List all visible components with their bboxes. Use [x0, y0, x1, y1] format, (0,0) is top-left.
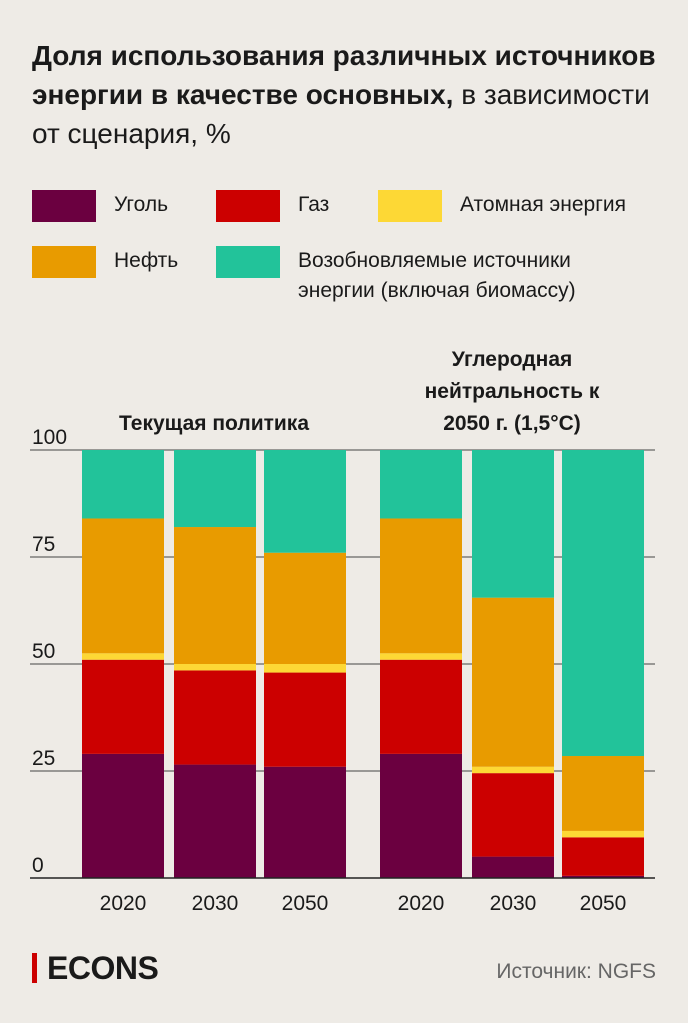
- bar-segment: [82, 450, 164, 519]
- bar-segment: [174, 450, 256, 528]
- bar-segment: [380, 518, 462, 654]
- bar-segment: [264, 552, 346, 664]
- x-tick-label: 2050: [282, 892, 329, 915]
- legend-item: Возобновляемые источники энергии (включа…: [216, 246, 616, 306]
- group-label: Углеродная нейтральность к 2050 г. (1,5°…: [424, 348, 600, 435]
- x-tick-label: 2020: [100, 892, 147, 915]
- legend-item: Нефть: [32, 246, 292, 278]
- bar-segment: [174, 764, 256, 878]
- x-tick-label: 2030: [192, 892, 239, 915]
- bar-segment: [264, 664, 346, 673]
- bar-segment: [380, 653, 462, 660]
- legend-label: Газ: [298, 193, 330, 216]
- bar-segment: [562, 837, 644, 876]
- bar-segment: [264, 766, 346, 878]
- legend-item: Атомная энергия: [378, 190, 678, 222]
- x-tick-label: 2030: [490, 892, 537, 915]
- bar-segment: [82, 518, 164, 654]
- legend-item: Уголь: [32, 190, 292, 222]
- legend-label: Возобновляемые источники энергии (включа…: [298, 249, 576, 302]
- x-tick-label: 2050: [580, 892, 627, 915]
- y-tick-label: 50: [32, 640, 55, 663]
- legend-swatch: [32, 190, 96, 222]
- bar-segment: [562, 450, 644, 757]
- bar-segment: [472, 773, 554, 857]
- y-tick-label: 75: [32, 533, 55, 556]
- bar-segment: [82, 653, 164, 660]
- bar-segment: [472, 856, 554, 878]
- legend-swatch: [216, 246, 280, 278]
- bar-segment: [264, 450, 346, 553]
- legend-label: Атомная энергия: [460, 193, 626, 216]
- bar-segment: [472, 766, 554, 774]
- legend-swatch: [32, 246, 96, 278]
- bar-segment: [380, 659, 462, 754]
- group-label: Текущая политика: [118, 412, 309, 435]
- y-tick-label: 0: [32, 854, 44, 877]
- bar-segment: [562, 756, 644, 831]
- logo: ECONS: [32, 950, 159, 987]
- legend-swatch: [378, 190, 442, 222]
- title: Доля использования различных источников …: [32, 36, 672, 153]
- bar-segment: [82, 753, 164, 878]
- legend-label: Уголь: [114, 193, 169, 216]
- source: Источник: NGFS: [496, 960, 656, 983]
- y-tick-label: 25: [32, 747, 55, 770]
- bar-segment: [380, 753, 462, 878]
- bar-segment: [472, 450, 554, 598]
- bar-segment: [562, 875, 644, 878]
- x-tick-label: 2020: [398, 892, 445, 915]
- subtitle: в зависимости от сценария, %: [32, 79, 650, 149]
- bar-segment: [562, 830, 644, 838]
- legend-item: Газ: [216, 190, 436, 222]
- bar-segment: [380, 450, 462, 519]
- bar-segment: [174, 670, 256, 765]
- bar-segment: [82, 659, 164, 754]
- legend-swatch: [216, 190, 280, 222]
- bar-segment: [174, 527, 256, 664]
- bar-segment: [472, 597, 554, 767]
- title-bold: Доля использования различных источников …: [32, 40, 656, 110]
- bar-segment: [264, 672, 346, 767]
- legend-label: Нефть: [114, 249, 179, 272]
- bar-segment: [174, 664, 256, 671]
- y-tick-label: 100: [32, 426, 67, 449]
